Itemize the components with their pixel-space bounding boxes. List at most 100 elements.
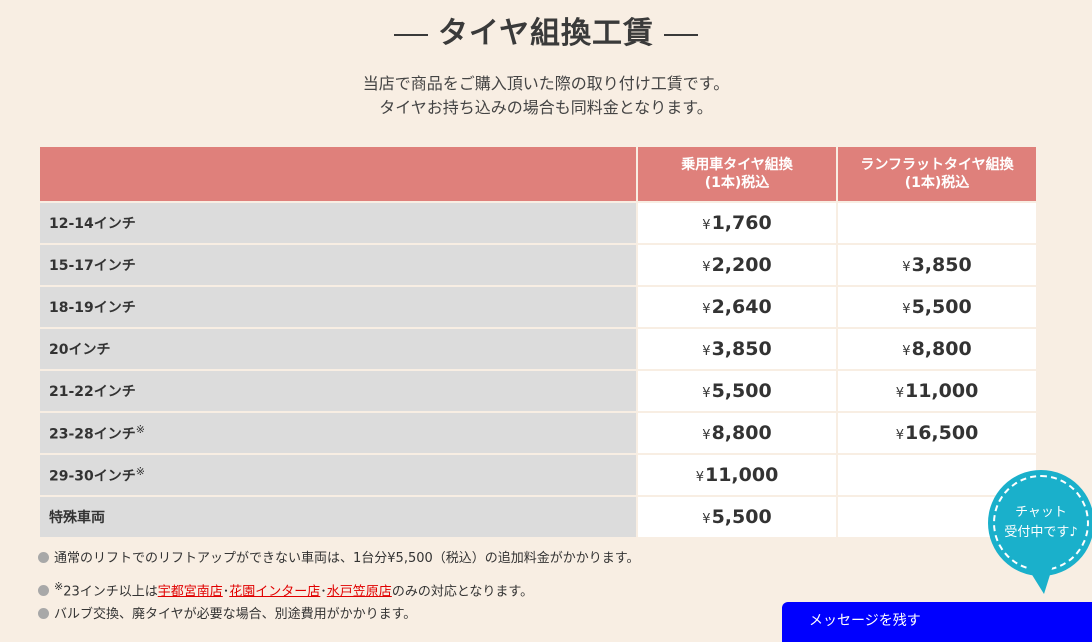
subtitle-line: タイヤお持ち込みの場合も同料金となります。 <box>379 98 713 117</box>
size-cell: 20インチ <box>40 329 636 369</box>
page-title: タイヤ組換工賃 <box>0 8 1092 52</box>
note-item: バルブ交換、廃タイヤが必要な場合、別途費用がかかります。 <box>38 604 639 632</box>
price: 11,000 <box>904 380 979 402</box>
yen-sign: ¥ <box>902 260 911 275</box>
size-cell: 23-28インチ※ <box>40 413 636 453</box>
yen-sign: ¥ <box>902 344 911 359</box>
price: 5,500 <box>711 380 772 402</box>
header-runflat: ランフラットタイヤ組換 (1本)税込 <box>838 147 1036 201</box>
size-label: 23-28インチ <box>49 426 136 443</box>
header-size <box>40 147 636 201</box>
price: 3,850 <box>711 338 772 360</box>
table-row: 21-22インチ ¥5,500 ¥11,000 <box>40 371 1036 411</box>
note-mark: ※ <box>135 464 145 478</box>
size-cell: 21-22インチ <box>40 371 636 411</box>
car-price-cell: ¥1,760 <box>638 203 836 243</box>
car-price-cell: ¥5,500 <box>638 371 836 411</box>
note-mark: ※ <box>135 422 145 436</box>
price: 1,760 <box>711 212 772 234</box>
notes: 通常のリフトでのリフトアップができない車両は、1台分¥5,500（税込）の追加料… <box>38 548 639 632</box>
title-text: タイヤ組換工賃 <box>437 16 655 51</box>
chat-text: チャット <box>1015 505 1067 520</box>
size-label: 29-30インチ <box>49 468 136 485</box>
header-text: (1本)税込 <box>904 175 970 191</box>
speech-tail-icon <box>1024 562 1054 594</box>
car-price-cell: ¥2,200 <box>638 245 836 285</box>
car-price-cell: ¥5,500 <box>638 497 836 537</box>
size-cell: 12-14インチ <box>40 203 636 243</box>
chat-text: 受付中です♪ <box>1004 525 1078 540</box>
message-label: メッセージを残す <box>809 613 921 629</box>
separator: ･ <box>320 584 327 600</box>
store-link[interactable]: 水戸笠原店 <box>326 584 392 600</box>
header-text: (1本)税込 <box>704 175 770 191</box>
table-row: 18-19インチ ¥2,640 ¥5,500 <box>40 287 1036 327</box>
title-dash-left <box>393 33 428 36</box>
price: 2,200 <box>711 254 772 276</box>
store-link[interactable]: 宇都宮南店 <box>157 584 223 600</box>
yen-sign: ¥ <box>702 302 711 317</box>
table-header-row: 乗用車タイヤ組換 (1本)税込 ランフラットタイヤ組換 (1本)税込 <box>40 147 1036 201</box>
runflat-price-cell: ¥5,500 <box>838 287 1036 327</box>
note-text: 通常のリフトでのリフトアップができない車両は、1台分¥5,500（税込）の追加料… <box>54 551 640 566</box>
header-text: ランフラットタイヤ組換 <box>860 157 1014 173</box>
car-price-cell: ¥8,800 <box>638 413 836 453</box>
yen-sign: ¥ <box>902 302 911 317</box>
price: 8,800 <box>911 338 972 360</box>
size-label: 特殊車両 <box>49 510 105 526</box>
store-link[interactable]: 花園インター店 <box>229 584 321 600</box>
bullet-icon <box>38 585 49 597</box>
size-cell: 18-19インチ <box>40 287 636 327</box>
note-text: 23インチ以上は <box>63 584 158 600</box>
table-row: 特殊車両 ¥5,500 <box>40 497 1036 537</box>
size-label: 18-19インチ <box>49 300 136 316</box>
note-text: のみの対応となります。 <box>391 584 534 600</box>
table-row: 29-30インチ※ ¥11,000 <box>40 455 1036 495</box>
price: 11,000 <box>704 464 779 486</box>
size-label: 21-22インチ <box>49 384 136 400</box>
car-price-cell: ¥3,850 <box>638 329 836 369</box>
note-mark: ※ <box>54 580 64 593</box>
runflat-price-cell: ¥8,800 <box>838 329 1036 369</box>
yen-sign: ¥ <box>895 428 904 443</box>
price: 2,640 <box>711 296 772 318</box>
subtitle: 当店で商品をご購入頂いた際の取り付け工賃です。 タイヤお持ち込みの場合も同料金と… <box>0 72 1092 120</box>
size-label: 15-17インチ <box>49 258 136 274</box>
yen-sign: ¥ <box>702 512 711 527</box>
runflat-price-cell <box>838 203 1036 243</box>
title-dash-right <box>664 33 699 36</box>
size-cell: 15-17インチ <box>40 245 636 285</box>
price: 5,500 <box>711 506 772 528</box>
yen-sign: ¥ <box>702 386 711 401</box>
size-cell: 29-30インチ※ <box>40 455 636 495</box>
separator: ･ <box>222 584 230 600</box>
car-price-cell: ¥11,000 <box>638 455 836 495</box>
bullet-icon <box>38 552 49 563</box>
chat-bubble-button[interactable]: チャット 受付中です♪ <box>988 470 1092 594</box>
table-row: 20インチ ¥3,850 ¥8,800 <box>40 329 1036 369</box>
runflat-price-cell: ¥11,000 <box>838 371 1036 411</box>
yen-sign: ¥ <box>702 344 711 359</box>
table-row: 23-28インチ※ ¥8,800 ¥16,500 <box>40 413 1036 453</box>
price: 5,500 <box>911 296 972 318</box>
runflat-price-cell: ¥3,850 <box>838 245 1036 285</box>
price: 3,850 <box>911 254 972 276</box>
yen-sign: ¥ <box>702 428 711 443</box>
note-text: バルブ交換、廃タイヤが必要な場合、別途費用がかかります。 <box>54 607 417 622</box>
yen-sign: ¥ <box>702 260 711 275</box>
car-price-cell: ¥2,640 <box>638 287 836 327</box>
size-label: 12-14インチ <box>49 216 136 232</box>
table-row: 15-17インチ ¥2,200 ¥3,850 <box>40 245 1036 285</box>
price-table: 乗用車タイヤ組換 (1本)税込 ランフラットタイヤ組換 (1本)税込 12-14イン… <box>38 145 1038 539</box>
price: 16,500 <box>904 422 979 444</box>
table-row: 12-14インチ ¥1,760 <box>40 203 1036 243</box>
header-car: 乗用車タイヤ組換 (1本)税込 <box>638 147 836 201</box>
runflat-price-cell: ¥16,500 <box>838 413 1036 453</box>
bullet-icon <box>38 608 49 619</box>
yen-sign: ¥ <box>895 386 904 401</box>
note-item: 通常のリフトでのリフトアップができない車両は、1台分¥5,500（税込）の追加料… <box>38 548 639 576</box>
yen-sign: ¥ <box>695 470 704 485</box>
leave-message-button[interactable]: メッセージを残す <box>782 602 1092 642</box>
size-cell: 特殊車両 <box>40 497 636 537</box>
subtitle-line: 当店で商品をご購入頂いた際の取り付け工賃です。 <box>362 74 730 93</box>
